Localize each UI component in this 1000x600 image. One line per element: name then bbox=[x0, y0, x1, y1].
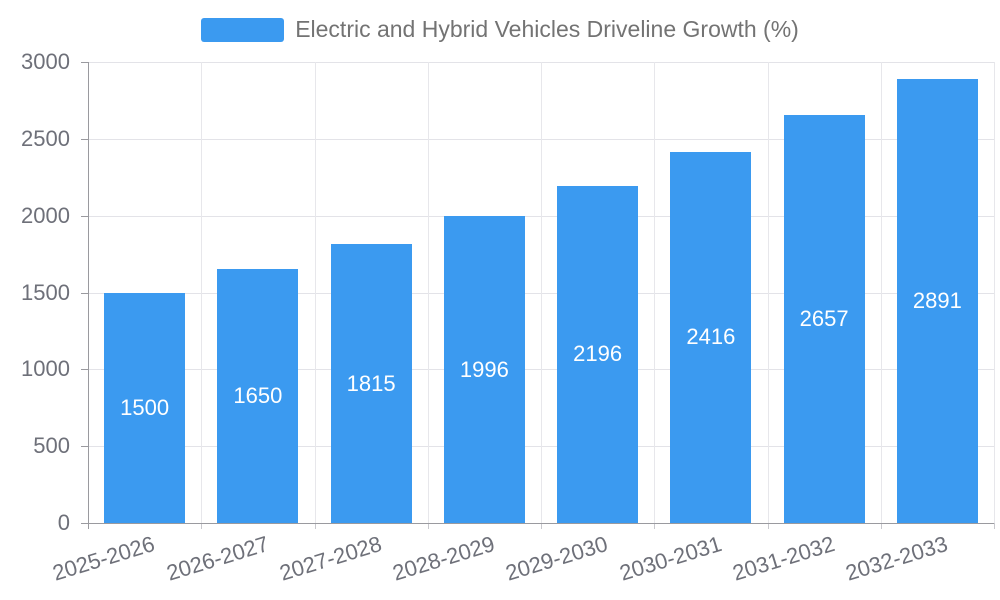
x-axis-tick bbox=[541, 523, 542, 529]
x-axis-label: 2029-2030 bbox=[503, 531, 611, 586]
x-axis-label: 2031-2032 bbox=[729, 531, 838, 586]
legend-swatch-icon bbox=[201, 17, 285, 42]
v-gridline bbox=[201, 62, 203, 523]
bar-value-label: 1650 bbox=[233, 383, 283, 409]
x-axis-label: 2032-2033 bbox=[842, 531, 951, 586]
y-axis-tick bbox=[81, 292, 88, 294]
bar-value-label: 2416 bbox=[686, 324, 736, 350]
y-axis-label: 1500 bbox=[21, 279, 70, 305]
bar-value-label: 2891 bbox=[912, 287, 962, 313]
bar-value-label: 1996 bbox=[459, 356, 509, 382]
bar[interactable]: 1500 bbox=[104, 292, 186, 523]
x-axis-tick bbox=[654, 523, 656, 529]
bar[interactable]: 2416 bbox=[670, 151, 752, 523]
y-axis-label: 0 bbox=[57, 510, 70, 535]
v-gridline bbox=[541, 62, 542, 523]
y-axis-tick bbox=[81, 523, 88, 524]
x-axis-label: 2028-2029 bbox=[389, 531, 498, 586]
bar[interactable]: 2891 bbox=[896, 78, 978, 523]
y-axis-label: 2000 bbox=[21, 202, 70, 228]
plot-area: 1500 1650 1815 1996 2196 2416 2657 2891 bbox=[88, 62, 995, 529]
bar[interactable]: 1650 bbox=[217, 269, 299, 523]
y-axis-tick bbox=[81, 62, 88, 63]
x-axis-tick bbox=[201, 523, 203, 529]
y-axis-label: 500 bbox=[33, 433, 70, 459]
x-axis-label: 2025-2026 bbox=[50, 531, 158, 586]
bar[interactable]: 1996 bbox=[443, 216, 525, 523]
v-gridline bbox=[767, 62, 769, 523]
v-gridline bbox=[654, 62, 656, 523]
bar-value-label: 2196 bbox=[573, 341, 623, 367]
bar-value-label: 2657 bbox=[799, 305, 849, 331]
y-axis-label: 2500 bbox=[21, 125, 70, 151]
bar-value-label: 1500 bbox=[120, 394, 170, 420]
y-axis-tick bbox=[81, 369, 88, 371]
v-gridline bbox=[880, 62, 882, 523]
y-axis-tick bbox=[81, 138, 88, 140]
v-gridline bbox=[994, 62, 995, 523]
legend[interactable]: Electric and Hybrid Vehicles Driveline G… bbox=[0, 16, 1000, 43]
x-axis-tick bbox=[314, 523, 316, 529]
y-axis-line bbox=[88, 62, 89, 529]
v-gridline bbox=[427, 62, 429, 523]
bar-value-label: 1815 bbox=[346, 370, 396, 396]
x-axis-label: 2027-2028 bbox=[276, 531, 385, 586]
x-axis-label: 2026-2027 bbox=[163, 531, 272, 586]
bar[interactable]: 2657 bbox=[783, 114, 865, 523]
bar[interactable]: 2196 bbox=[557, 185, 639, 523]
legend-label: Electric and Hybrid Vehicles Driveline G… bbox=[295, 16, 799, 42]
x-axis-label: 2030-2031 bbox=[616, 531, 725, 586]
x-axis-tick bbox=[767, 523, 769, 529]
x-axis-tick bbox=[994, 523, 995, 529]
x-axis-tick bbox=[427, 523, 429, 529]
x-axis-line bbox=[88, 523, 994, 524]
v-gridline bbox=[314, 62, 316, 523]
y-axis-label: 1000 bbox=[21, 356, 70, 382]
bar[interactable]: 1815 bbox=[330, 244, 412, 523]
x-axis-tick bbox=[880, 523, 882, 529]
y-axis-label: 3000 bbox=[21, 49, 70, 74]
y-axis-tick bbox=[81, 215, 88, 217]
y-axis-tick bbox=[81, 446, 88, 448]
